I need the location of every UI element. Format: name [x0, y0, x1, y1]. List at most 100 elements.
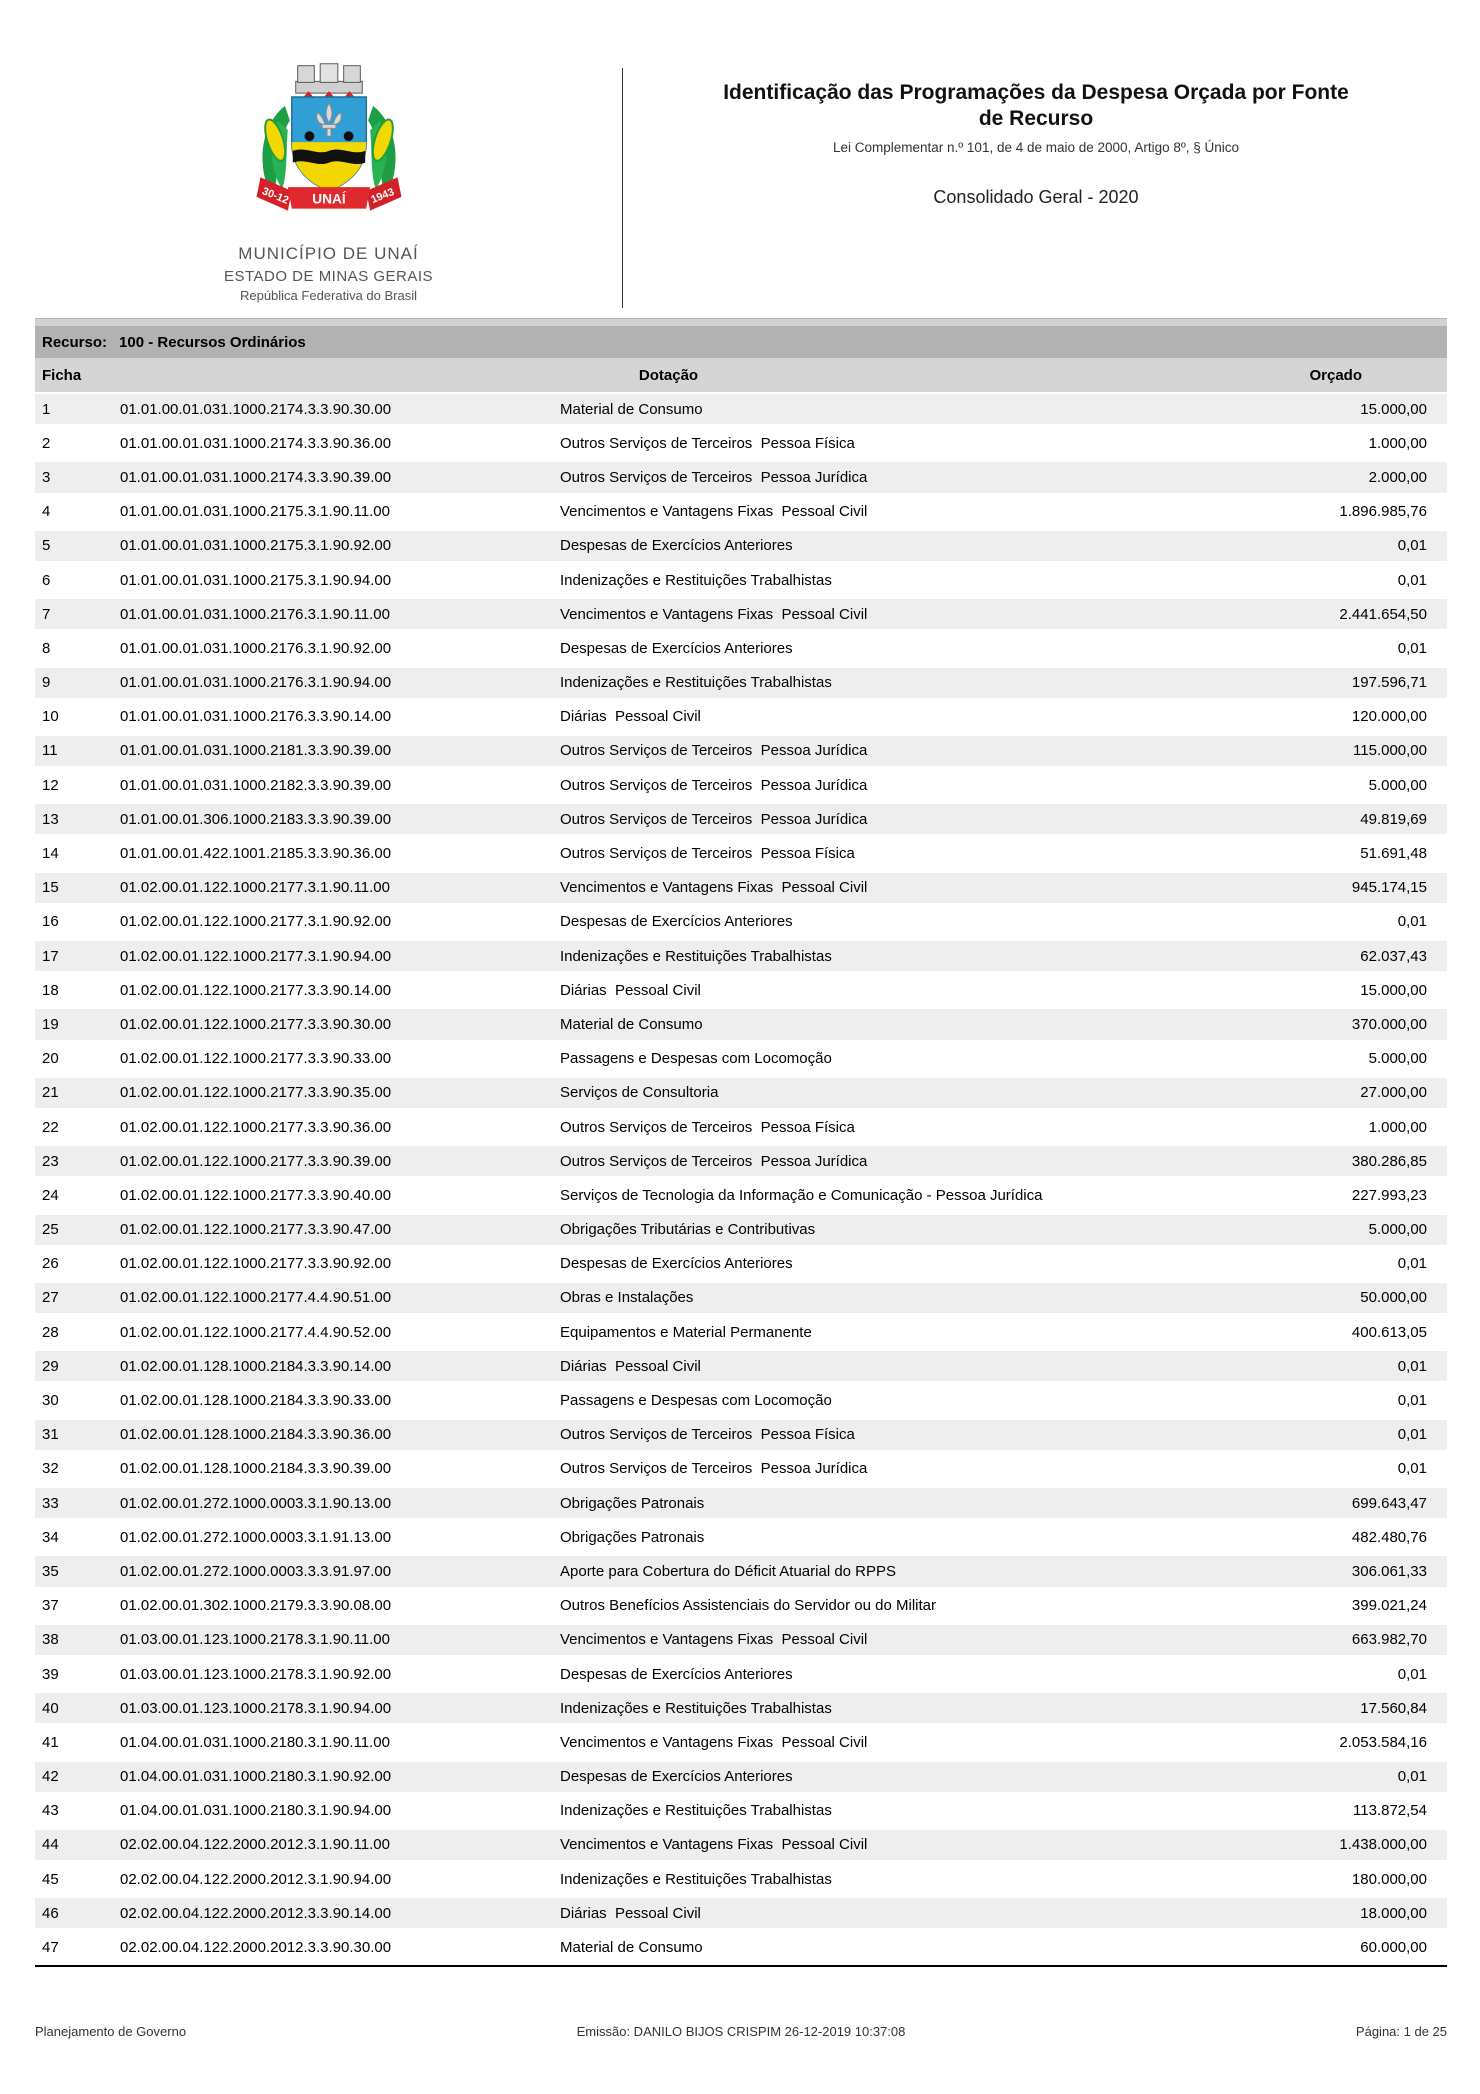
- row-ficha: 17: [42, 947, 59, 965]
- row-ficha: 6: [42, 571, 51, 589]
- table-row: 3 01.01.00.01.031.1000.2174.3.3.90.39.00 O…: [35, 460, 1447, 494]
- table-row: 31 01.02.00.01.128.1000.2184.3.3.90.36.00…: [35, 1418, 1447, 1452]
- row-dotacao-code: 01.02.00.01.272.1000.0003.3.1.90.13.00: [120, 1494, 392, 1512]
- row-dotacao-code: 02.02.00.04.122.2000.2012.3.1.90.94.00: [120, 1870, 392, 1888]
- row-dotacao-code: 01.02.00.01.122.1000.2177.3.3.90.14.00: [120, 981, 392, 999]
- row-description: Despesas de Exercícios Anteriores: [560, 1665, 793, 1683]
- column-header-dotacao: Dotação: [638, 366, 699, 384]
- row-ficha: 7: [42, 605, 51, 623]
- header-right-block: Identificação das Programações da Despes…: [632, 80, 1440, 208]
- row-description: Outros Serviços de Terceiros Pessoa Físi…: [560, 845, 855, 863]
- row-ficha: 15: [42, 879, 59, 897]
- row-orcado-value: 0,01: [1397, 571, 1427, 589]
- table-row: 18 01.02.00.01.122.1000.2177.3.3.90.14.00…: [35, 973, 1447, 1007]
- row-description: Despesas de Exercícios Anteriores: [560, 639, 793, 657]
- table-row: 20 01.02.00.01.122.1000.2177.3.3.90.33.00…: [35, 1042, 1447, 1076]
- row-dotacao-code: 01.02.00.01.122.1000.2177.3.1.90.94.00: [120, 947, 392, 965]
- row-description: Outros Serviços de Terceiros Pessoa Jurí…: [560, 776, 868, 794]
- row-orcado-value: 18.000,00: [1360, 1904, 1427, 1922]
- row-dotacao-code: 01.02.00.01.272.1000.0003.3.1.91.13.00: [120, 1528, 392, 1546]
- row-description: Vencimentos e Vantagens Fixas Pessoal Ci…: [560, 1836, 868, 1854]
- row-orcado-value: 1.000,00: [1368, 1118, 1427, 1136]
- row-dotacao-code: 01.02.00.01.272.1000.0003.3.3.91.97.00: [120, 1562, 392, 1580]
- row-dotacao-code: 01.02.00.01.122.1000.2177.3.3.90.47.00: [120, 1221, 392, 1239]
- table-header-row: Ficha Dotação Orçado: [35, 358, 1447, 392]
- row-description: Despesas de Exercícios Anteriores: [560, 913, 793, 931]
- row-description: Despesas de Exercícios Anteriores: [560, 1255, 793, 1273]
- table-row: 15 01.02.00.01.122.1000.2177.3.1.90.11.00…: [35, 871, 1447, 905]
- row-dotacao-code: 01.01.00.01.031.1000.2176.3.1.90.94.00: [120, 674, 392, 692]
- row-orcado-value: 380.286,85: [1351, 1152, 1427, 1170]
- row-ficha: 33: [42, 1494, 59, 1512]
- row-orcado-value: 0,01: [1397, 1768, 1427, 1786]
- row-dotacao-code: 01.02.00.01.122.1000.2177.4.4.90.52.00: [120, 1323, 392, 1341]
- row-orcado-value: 0,01: [1397, 1665, 1427, 1683]
- row-orcado-value: 15.000,00: [1360, 400, 1427, 418]
- row-description: Indenizações e Restituições Trabalhistas: [560, 1802, 832, 1820]
- table-row: 10 01.01.00.01.031.1000.2176.3.3.90.14.00…: [35, 700, 1447, 734]
- resource-band: Recurso: 100 - Recursos Ordinários: [35, 326, 1447, 358]
- table-row: 14 01.01.00.01.422.1001.2185.3.3.90.36.00…: [35, 836, 1447, 870]
- row-orcado-value: 482.480,76: [1351, 1528, 1427, 1546]
- row-orcado-value: 0,01: [1397, 537, 1427, 555]
- table-row: 28 01.02.00.01.122.1000.2177.4.4.90.52.00…: [35, 1315, 1447, 1349]
- row-description: Vencimentos e Vantagens Fixas Pessoal Ci…: [560, 605, 868, 623]
- table-row: 40 01.03.00.01.123.1000.2178.3.1.90.94.00…: [35, 1691, 1447, 1725]
- row-description: Diárias Pessoal Civil: [560, 981, 701, 999]
- row-dotacao-code: 01.02.00.01.122.1000.2177.3.3.90.33.00: [120, 1050, 392, 1068]
- row-description: Indenizações e Restituições Trabalhistas: [560, 947, 832, 965]
- row-description: Despesas de Exercícios Anteriores: [560, 537, 793, 555]
- resource-value: 100 - Recursos Ordinários: [119, 333, 306, 351]
- report-title: Identificação das Programações da Despes…: [723, 81, 1349, 131]
- row-dotacao-code: 01.02.00.01.122.1000.2177.3.3.90.39.00: [120, 1152, 392, 1170]
- row-ficha: 39: [42, 1665, 59, 1683]
- row-ficha: 12: [42, 776, 59, 794]
- table-row: 39 01.03.00.01.123.1000.2178.3.1.90.92.00…: [35, 1657, 1447, 1691]
- row-dotacao-code: 01.01.00.01.031.1000.2175.3.1.90.94.00: [120, 571, 392, 589]
- row-orcado-value: 17.560,84: [1360, 1699, 1427, 1717]
- table-row: 33 01.02.00.01.272.1000.0003.3.1.90.13.00…: [35, 1486, 1447, 1520]
- row-description: Vencimentos e Vantagens Fixas Pessoal Ci…: [560, 1733, 868, 1751]
- row-dotacao-code: 01.04.00.01.031.1000.2180.3.1.90.11.00: [120, 1733, 390, 1751]
- row-dotacao-code: 01.01.00.01.031.1000.2175.3.1.90.92.00: [120, 537, 392, 555]
- row-dotacao-code: 01.03.00.01.123.1000.2178.3.1.90.11.00: [120, 1631, 390, 1649]
- table-row: 23 01.02.00.01.122.1000.2177.3.3.90.39.00…: [35, 1144, 1447, 1178]
- row-ficha: 11: [42, 742, 58, 760]
- row-ficha: 14: [42, 845, 59, 863]
- row-orcado-value: 15.000,00: [1360, 981, 1427, 999]
- row-ficha: 2: [42, 434, 51, 452]
- row-ficha: 10: [42, 708, 59, 726]
- footer-module: Planejamento de Governo: [35, 2024, 187, 2039]
- row-orcado-value: 50.000,00: [1360, 1289, 1427, 1307]
- row-dotacao-code: 01.02.00.01.302.1000.2179.3.3.90.08.00: [120, 1597, 392, 1615]
- table-row: 26 01.02.00.01.122.1000.2177.3.3.90.92.00…: [35, 1247, 1447, 1281]
- row-dotacao-code: 01.02.00.01.122.1000.2177.3.3.90.92.00: [120, 1255, 392, 1273]
- municipal-crest-icon: UNAÍ 30-12 1943: [256, 63, 401, 211]
- row-description: Indenizações e Restituições Trabalhistas: [560, 1699, 832, 1717]
- row-orcado-value: 5.000,00: [1368, 776, 1427, 794]
- row-orcado-value: 49.819,69: [1360, 810, 1427, 828]
- row-orcado-value: 62.037,43: [1360, 947, 1427, 965]
- row-dotacao-code: 01.02.00.01.122.1000.2177.3.3.90.40.00: [120, 1186, 392, 1204]
- row-dotacao-code: 01.02.00.01.122.1000.2177.3.1.90.92.00: [120, 913, 392, 931]
- table-row: 6 01.01.00.01.031.1000.2175.3.1.90.94.00 I…: [35, 563, 1447, 597]
- table-row: 38 01.03.00.01.123.1000.2178.3.1.90.11.00…: [35, 1623, 1447, 1657]
- row-ficha: 9: [42, 674, 51, 692]
- row-ficha: 16: [42, 913, 59, 931]
- row-ficha: 22: [42, 1118, 59, 1136]
- row-description: Obrigações Patronais: [560, 1494, 705, 1512]
- table-row: 35 01.02.00.01.272.1000.0003.3.3.91.97.00…: [35, 1554, 1447, 1588]
- row-ficha: 42: [42, 1768, 59, 1786]
- footer-emission: Emissão: DANILO BIJOS CRISPIM 26-12-2019…: [576, 2024, 906, 2039]
- row-dotacao-code: 01.01.00.01.031.1000.2176.3.1.90.92.00: [120, 639, 392, 657]
- header-left-block: UNAÍ 30-12 1943 MUNICÍPIO DE UNAÍ ESTADO…: [35, 52, 622, 303]
- budget-table: Recurso: 100 - Recursos Ordinários Ficha…: [35, 318, 1447, 1967]
- row-ficha: 29: [42, 1357, 59, 1375]
- crest-ribbon-name: UNAÍ: [312, 192, 347, 207]
- row-ficha: 28: [42, 1323, 59, 1341]
- crest-shield: [290, 96, 367, 192]
- row-orcado-value: 0,01: [1397, 639, 1427, 657]
- row-ficha: 23: [42, 1152, 59, 1170]
- column-header-orcado: Orçado: [1309, 366, 1362, 384]
- row-description: Material de Consumo: [560, 1015, 703, 1033]
